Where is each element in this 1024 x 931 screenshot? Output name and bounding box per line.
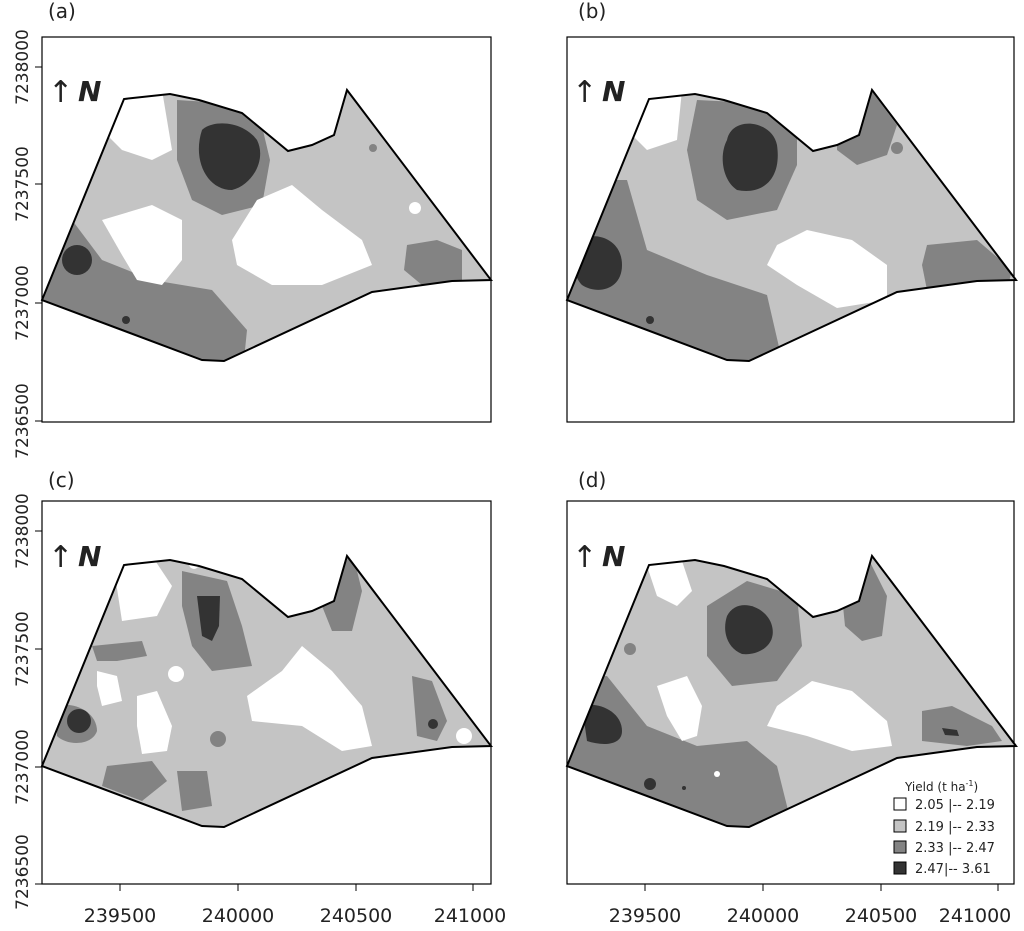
svg-text:2.19 |-- 2.33: 2.19 |-- 2.33 (915, 820, 995, 835)
north-label: N (602, 75, 625, 108)
y-tick-label: 7237500 (13, 611, 33, 687)
zone-class1 (137, 691, 172, 754)
legend-item: 2.19 |-- 2.33 (893, 819, 995, 835)
zone-class4 (67, 709, 91, 733)
panel-label-b: (b) (578, 0, 606, 23)
svg-text:2.47|-- 3.61: 2.47|-- 3.61 (915, 862, 991, 877)
zone-class1 (409, 202, 421, 214)
y-tick-label: 7236500 (13, 383, 33, 459)
legend-item: 2.33 |-- 2.47 (893, 840, 995, 856)
zone-class3 (404, 240, 462, 285)
x-tick-label: 240000 (202, 905, 275, 927)
zone-class3 (92, 641, 147, 661)
zone-class3 (891, 142, 903, 154)
x-tick-label: 240000 (727, 905, 800, 927)
y-tick-label: 7237000 (13, 729, 33, 805)
legend-title: Yield (t ha-1) (904, 779, 978, 794)
y-tick-labels-bottom: 7238000 7237500 7237000 7236500 (13, 493, 33, 910)
x-axis-right (644, 884, 999, 891)
y-tick-label: 7236500 (13, 834, 33, 910)
panel-label-d: (d) (578, 468, 606, 492)
zone-class4 (198, 123, 261, 190)
zone-class1 (456, 728, 472, 744)
y-axis-top (35, 66, 42, 422)
legend-item: 2.05 |-- 2.19 (893, 797, 995, 813)
legend-item: 2.47|-- 3.61 (893, 861, 991, 877)
zone-class4 (682, 786, 686, 790)
zone-class1 (97, 671, 122, 706)
zone-class4 (722, 123, 778, 191)
x-tick-labels-right: 239500 240000 240500 241000 (609, 905, 1012, 927)
panel-a: (a) ↑ N (41, 0, 492, 423)
north-arrow-icon: ↑ (572, 75, 597, 110)
y-tick-label: 7237000 (13, 265, 33, 341)
zone-class4 (644, 778, 656, 790)
x-tick-label: 240500 (845, 905, 918, 927)
north-arrow-icon: ↑ (48, 75, 73, 110)
zone-class4 (582, 704, 622, 744)
zone-class4 (197, 596, 220, 641)
panel-d: (d) ↑ N Y (566, 468, 1017, 885)
zone-class3 (369, 144, 377, 152)
x-axis-left (119, 884, 474, 891)
x-tick-label: 241000 (434, 905, 507, 927)
zone-class1 (767, 681, 892, 751)
zone-class1 (647, 561, 692, 606)
zone-class1 (232, 185, 372, 285)
x-tick-label: 239500 (84, 905, 157, 927)
y-tick-label: 7237500 (13, 146, 33, 222)
zone-class4 (122, 316, 130, 324)
zone-class4 (62, 245, 92, 275)
zone-class1 (767, 230, 887, 308)
panel-label-a: (a) (48, 0, 76, 23)
x-tick-label: 240500 (320, 905, 393, 927)
zone-class4 (428, 719, 438, 729)
zone-class1 (168, 666, 184, 682)
north-label: N (78, 75, 101, 108)
svg-text:2.33 |-- 2.47: 2.33 |-- 2.47 (915, 841, 995, 856)
legend: Yield (t ha-1) 2.05 |-- 2.19 2.19 |-- 2.… (893, 779, 995, 877)
x-tick-labels-left: 239500 240000 240500 241000 (84, 905, 507, 927)
y-tick-label: 7238000 (13, 493, 33, 569)
zone-class3 (412, 676, 447, 741)
north-arrow-icon: ↑ (572, 540, 597, 575)
zone-class4 (646, 316, 654, 324)
zone-class1 (247, 646, 372, 751)
y-axis-bottom (35, 530, 42, 885)
zone-class4 (725, 605, 773, 655)
zone-class3 (842, 556, 887, 641)
zone-class1 (112, 556, 172, 621)
zone-class1 (657, 676, 702, 741)
x-tick-label: 241000 (939, 905, 1012, 927)
zone-class3 (322, 556, 362, 631)
zone-class3 (624, 643, 636, 655)
zone-class4 (942, 728, 959, 736)
zone-class3 (210, 731, 226, 747)
panel-c: (c) ↑ N (41, 468, 492, 885)
north-label: N (602, 540, 625, 573)
zone-class1 (102, 205, 182, 285)
north-label: N (78, 540, 101, 573)
svg-text:2.05 |-- 2.19: 2.05 |-- 2.19 (915, 798, 995, 813)
x-tick-label: 239500 (609, 905, 682, 927)
panel-b: (b) ↑ N (566, 0, 1017, 423)
zone-class3 (102, 761, 167, 801)
zone-class3 (922, 706, 1002, 746)
zone-class1 (714, 771, 720, 777)
y-tick-label: 7238000 (13, 29, 33, 105)
zone-class3 (922, 240, 1012, 290)
zone-class3 (177, 771, 212, 811)
panel-label-c: (c) (48, 468, 75, 492)
y-tick-labels-top: 7238000 7237500 7237000 7236500 (13, 29, 33, 459)
north-arrow-icon: ↑ (48, 540, 73, 575)
